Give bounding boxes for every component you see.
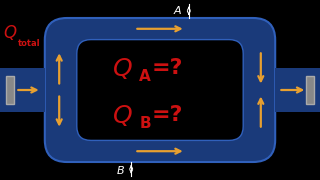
Text: =?: =? <box>152 105 183 125</box>
Text: $Q$: $Q$ <box>3 23 18 42</box>
Text: $Q$: $Q$ <box>112 56 133 81</box>
Text: =?: =? <box>152 58 183 78</box>
Bar <box>306 76 314 104</box>
Text: A: A <box>139 69 151 84</box>
Bar <box>6 76 14 104</box>
Text: $Q$: $Q$ <box>112 103 133 128</box>
Text: $A$: $A$ <box>173 4 182 17</box>
Bar <box>0 68 45 112</box>
Text: $B$: $B$ <box>116 163 124 176</box>
FancyBboxPatch shape <box>77 40 243 140</box>
Text: B: B <box>139 116 151 131</box>
Text: total: total <box>18 39 40 48</box>
FancyBboxPatch shape <box>45 18 275 162</box>
Bar <box>275 68 320 112</box>
